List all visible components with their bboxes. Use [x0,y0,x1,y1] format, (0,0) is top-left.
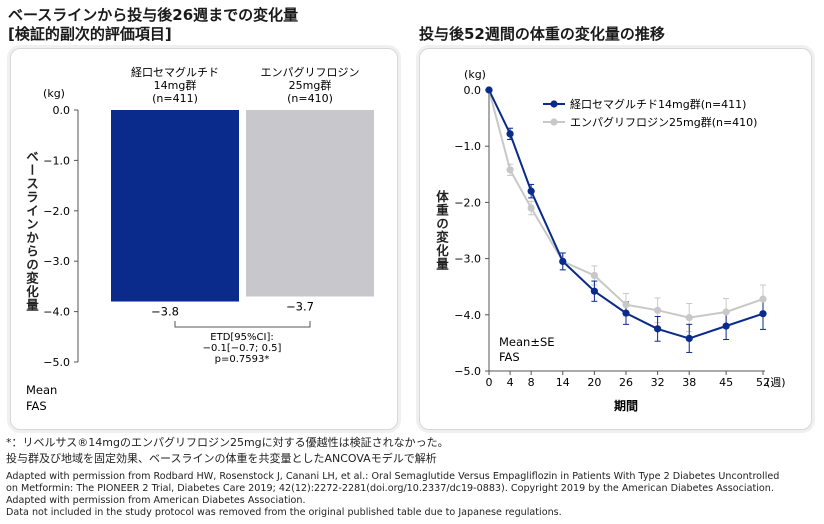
bar-category-label: 経口セマグルチド [131,65,219,79]
line-y-tick-label: −4.0 [454,309,481,322]
data-point [527,204,535,212]
left-chart-subtitle: [検証的副次的評価項目] [8,25,172,43]
series-line-empagliflozin [488,89,764,319]
left-chart-title: ベースラインから投与後26週までの変化量 [8,6,299,24]
etd-bracket [174,321,311,328]
bar-y-tick-label: 0.0 [53,104,71,117]
footnote-analysis: 投与群及び地域を固定効果、ベースラインの体重を共変量としたANCOVAモデルで解… [6,452,437,465]
data-point [622,309,630,317]
bar-value-label: −3.7 [286,299,314,313]
legend-label: エンパグリフロジン25mg群(n=410) [570,115,757,129]
data-point [759,295,767,303]
line-y-tick-label: 0.0 [464,84,482,97]
line-x-tick-label: 45 [719,376,733,389]
etd-p-value: p=0.7593* [215,354,270,365]
citation-line-3: Adapted with permission from American Di… [6,495,306,506]
bar-category-label: 14mg群 [154,78,197,92]
bar-stats-fas: FAS [26,399,47,413]
line-stats-mean: Mean±SE [499,335,555,349]
line-y-tick-label: −2.0 [454,196,481,209]
line-x-tick-label: 8 [528,376,535,389]
citation-line-2: on Metformin: The PIONEER 2 Trial, Diabe… [6,483,774,494]
legend-swatch-marker [550,118,558,126]
line-x-tick-label: 14 [556,376,570,389]
bar-category-label: (n=411) [152,92,198,105]
data-point [654,325,662,333]
bar-chart: (kg) 0.0 −1.0 −2.0 −3.0 −4.0 −5.0 経口セマグルチド14m… [26,65,374,413]
citation-line-4: Data not included in the study protocol … [6,507,562,518]
legend-swatch-marker [550,100,558,108]
data-point [527,187,535,195]
data-point [654,306,662,314]
right-chart-title: 投与後52週間の体重の変化量の推移 [419,25,665,43]
bar [111,110,239,302]
legend-label: 経口セマグルチド14mg群(n=411) [570,97,746,111]
bar-y-tick-label: −1.0 [43,154,70,167]
line-x-tick-label: 32 [651,376,665,389]
line-y-tick-label: −3.0 [454,253,481,266]
bar-y-tick-label: −2.0 [43,205,70,218]
footnote-superiority: *：リベルサス®14mgのエンパグリフロジン25mgに対する優越性は検証されなか… [6,436,449,449]
line-x-tick-label: 38 [682,376,696,389]
line-y-tick-label: −5.0 [454,365,481,378]
bar-category-label: (n=410) [287,92,333,105]
bar [246,110,374,297]
bar-y-tick-label: −3.0 [43,255,70,268]
right-chart-panel [419,48,812,430]
bar-stats-mean: Mean [26,383,57,397]
line-x-tick-label: 52 [756,376,770,389]
data-point [590,287,598,295]
bar-y-label: ベースラインからの変化量 [24,150,39,312]
series-line-semaglutide [488,89,764,340]
bar-y-unit: (kg) [43,87,65,100]
data-point [722,308,730,316]
data-point [722,322,730,330]
line-y-label: 体重の変化量 [434,190,449,271]
line-x-unit: (週) [766,376,786,389]
line-y-unit: (kg) [464,68,486,81]
data-point [685,314,693,322]
etd-label: ETD[95%CI]: [210,332,273,343]
bar-y-tick-label: −5.0 [43,356,70,369]
data-point [506,130,514,138]
bar-category-label: 25mg群 [289,78,332,92]
bar-y-tick-label: −4.0 [43,306,70,319]
data-point [559,257,567,266]
line-x-label: 期間 [614,398,638,413]
line-y-tick-label: −1.0 [454,140,481,153]
data-point [506,166,514,174]
line-x-tick-label: 0 [486,376,493,389]
etd-value: −0.1[−0.7; 0.5] [203,343,282,354]
line-chart: (kg) 0.0 −1.0 −2.0 −3.0 −4.0 −5.0 0 4 8 14 20 26 32… [454,68,786,413]
data-point [485,86,493,94]
bar-value-label: −3.8 [151,305,179,319]
data-point [622,301,630,309]
data-point [685,334,693,343]
line-x-tick-label: 4 [507,376,514,389]
data-point [590,271,598,280]
line-x-tick-label: 20 [587,376,601,389]
line-stats-fas: FAS [499,350,520,364]
citation-line-1: Adapted with permission from Rodbard HW,… [6,471,780,482]
bar-category-label: エンパグリフロジン [261,65,360,79]
line-x-tick-label: 26 [619,376,633,389]
data-point [759,310,767,318]
